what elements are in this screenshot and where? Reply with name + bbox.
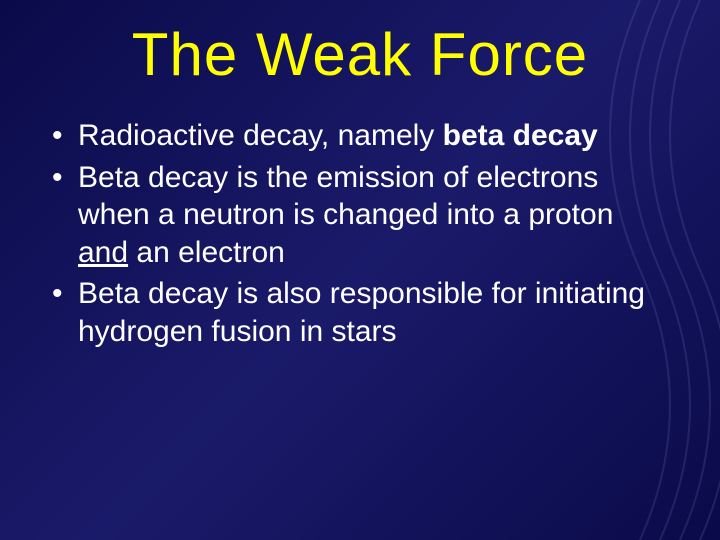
bullet-item: Beta decay is also responsible for initi…	[50, 275, 670, 350]
bullet-text: Beta decay is the emission of electrons …	[78, 161, 613, 232]
slide-container: The Weak Force Radioactive decay, namely…	[0, 0, 720, 540]
bullet-text: Radioactive decay, namely	[78, 119, 443, 152]
bullet-suffix: an electron	[128, 236, 285, 269]
bullet-text: Beta decay is also responsible for initi…	[78, 277, 645, 348]
slide-title: The Weak Force	[50, 20, 670, 89]
bullet-list: Radioactive decay, namely beta decay Bet…	[50, 117, 670, 350]
bullet-item: Radioactive decay, namely beta decay	[50, 117, 670, 155]
bullet-underline: and	[78, 236, 128, 269]
bullet-item: Beta decay is the emission of electrons …	[50, 159, 670, 272]
bullet-bold: beta decay	[443, 119, 598, 152]
